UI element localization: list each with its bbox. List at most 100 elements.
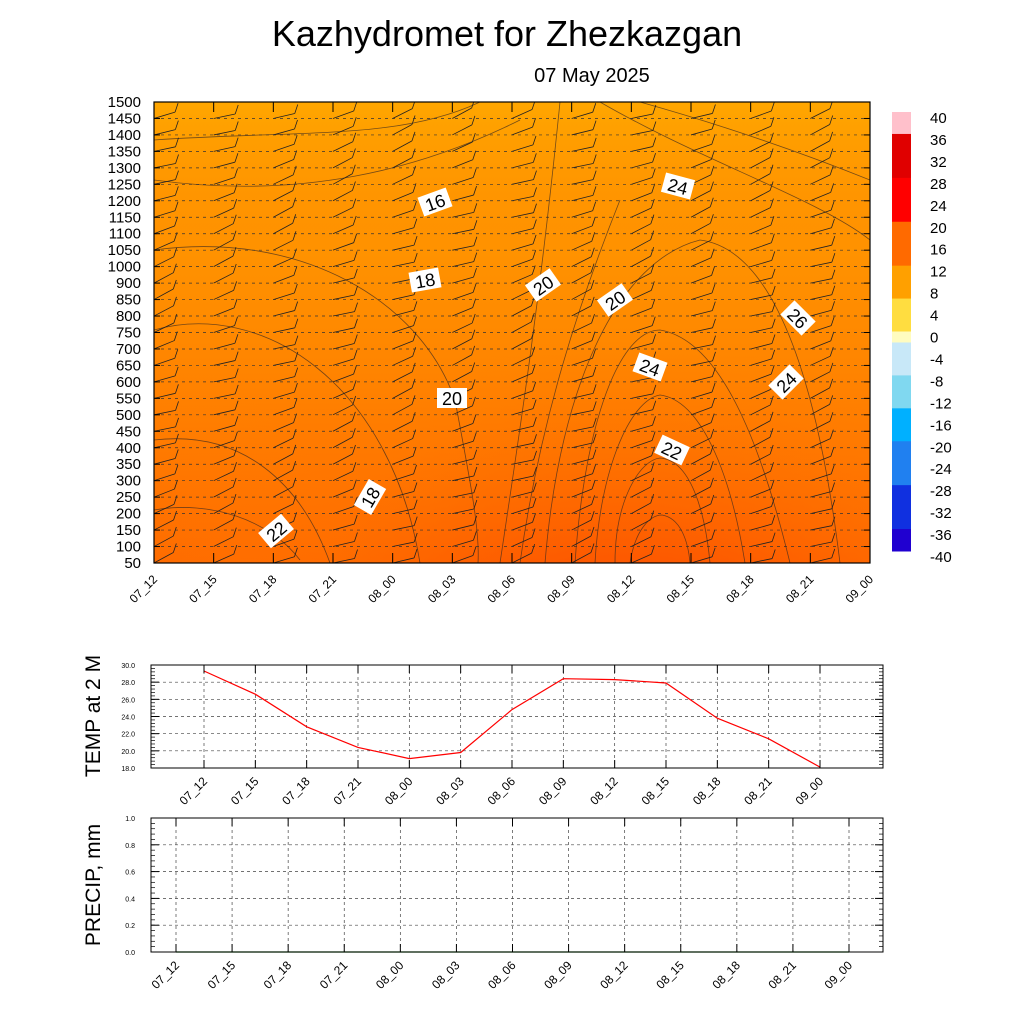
- wind-barb-flag: [234, 368, 239, 378]
- wind-barb-flag: [353, 349, 358, 360]
- wind-barb-staff: [571, 256, 592, 268]
- wind-barb-flag: [652, 384, 657, 395]
- wind-barb-staff: [392, 491, 415, 498]
- heatmap-y-tick-label: 1150: [109, 209, 141, 226]
- wind-barb-flag: [590, 543, 595, 553]
- wind-barb-flag: [771, 349, 776, 359]
- x-tick-label: 08_00: [382, 774, 416, 808]
- wind-barb-flag: [234, 121, 239, 131]
- wind-barb-staff: [631, 223, 652, 235]
- wind-barb-staff: [392, 108, 413, 119]
- wind-barb-staff: [213, 255, 234, 267]
- wind-barb-flag: [293, 266, 298, 276]
- wind-barb-flag: [592, 154, 597, 164]
- wind-barb-flag: [174, 186, 179, 196]
- wind-barb-staff: [452, 212, 474, 218]
- wind-barb-flag: [651, 168, 656, 178]
- wind-barb-staff: [810, 541, 832, 547]
- wind-barb-flag: [173, 296, 177, 306]
- heatmap-y-tick-label: 450: [116, 423, 141, 440]
- wind-barb-staff: [690, 391, 713, 399]
- wind-barb-staff: [213, 192, 235, 202]
- wind-barb-staff: [690, 143, 712, 152]
- wind-barb-flag: [353, 514, 358, 525]
- wind-barb-staff: [511, 243, 534, 251]
- wind-barb-flag: [473, 515, 478, 525]
- colorbar-swatch: [892, 419, 911, 431]
- wind-barb-staff: [869, 414, 870, 415]
- wind-barb-flag: [174, 103, 179, 113]
- colorbar-label: -24: [930, 461, 952, 478]
- wind-barb-flag: [770, 215, 775, 226]
- colorbar-swatch: [892, 112, 911, 124]
- colorbar-label: 16: [930, 242, 947, 259]
- wind-barb-staff: [571, 225, 593, 235]
- wind-barb-staff: [392, 557, 415, 563]
- wind-barb-flag: [769, 444, 774, 455]
- heatmap-field: [154, 89, 870, 563]
- wind-barb-staff: [690, 292, 713, 300]
- wind-barb-staff: [452, 141, 473, 152]
- wind-barb-staff: [571, 288, 592, 300]
- wind-barb-flag: [592, 170, 597, 180]
- colorbar-swatch: [892, 375, 911, 387]
- wind-barb-staff: [810, 491, 832, 498]
- wind-barb-flag: [353, 251, 358, 261]
- wind-barb-staff: [511, 459, 534, 465]
- heatmap-y-tick-label: 700: [116, 341, 141, 358]
- wind-barb-flag: [354, 285, 358, 296]
- wind-barb-staff: [154, 473, 176, 482]
- wind-barb-flag: [411, 115, 416, 125]
- wind-barb-staff: [332, 420, 353, 432]
- wind-barb-flag: [175, 401, 179, 411]
- wind-barb-staff: [571, 210, 593, 218]
- wind-barb-staff: [810, 455, 831, 465]
- wind-barb-flag: [710, 477, 714, 487]
- wind-barb-flag: [232, 493, 237, 504]
- wind-barb-flag: [711, 119, 716, 130]
- wind-barb-flag: [713, 89, 716, 98]
- wind-barb-staff: [332, 327, 355, 333]
- wind-barb-staff: [631, 192, 652, 202]
- wind-barb-staff: [332, 389, 354, 399]
- wind-barb-staff: [631, 342, 653, 350]
- wind-barb-flag: [830, 183, 835, 193]
- wind-barb-staff: [750, 404, 771, 416]
- x-tick-label: 08_18: [690, 774, 724, 808]
- colorbar-label: 24: [930, 198, 947, 215]
- wind-barb-staff: [332, 242, 354, 251]
- colorbar-swatch: [892, 485, 911, 497]
- wind-barb-flag: [831, 285, 836, 295]
- heatmap-x-tick-label: 08_21: [783, 572, 817, 606]
- wind-barb-flag: [353, 334, 358, 344]
- colorbar-swatch: [892, 265, 911, 278]
- wind-barb-flag: [354, 318, 358, 328]
- wind-barb-staff: [273, 556, 295, 563]
- wind-barb-staff: [332, 224, 354, 235]
- wind-barb-flag: [173, 510, 177, 521]
- wind-barb-flag: [413, 499, 418, 509]
- wind-barb-staff: [511, 212, 534, 218]
- wind-barb-flag: [473, 252, 478, 262]
- wind-barb-staff: [273, 503, 294, 514]
- wind-barb-flag: [592, 201, 597, 211]
- wind-barb-staff: [631, 377, 653, 383]
- wind-barb-staff: [869, 315, 870, 317]
- wind-barb-staff: [571, 322, 592, 333]
- wind-barb-staff: [392, 325, 414, 333]
- wind-barb-flag: [411, 131, 416, 141]
- wind-barb-staff: [332, 358, 355, 366]
- wind-barb-staff: [511, 506, 534, 514]
- wind-barb-staff: [452, 292, 474, 300]
- wind-barb-staff: [392, 244, 415, 251]
- wind-barb-flag: [352, 198, 357, 208]
- wind-barb-staff: [332, 404, 353, 416]
- wind-barb-staff: [392, 157, 413, 169]
- heatmap-x-tick-label: 08_03: [425, 572, 459, 606]
- wind-barb-staff: [332, 277, 355, 284]
- wind-barb-flag: [712, 335, 716, 345]
- wind-barb-flag: [172, 543, 177, 553]
- wind-barb-flag: [533, 434, 537, 444]
- wind-barb-flag: [531, 102, 536, 110]
- wind-barb-flag: [771, 268, 776, 279]
